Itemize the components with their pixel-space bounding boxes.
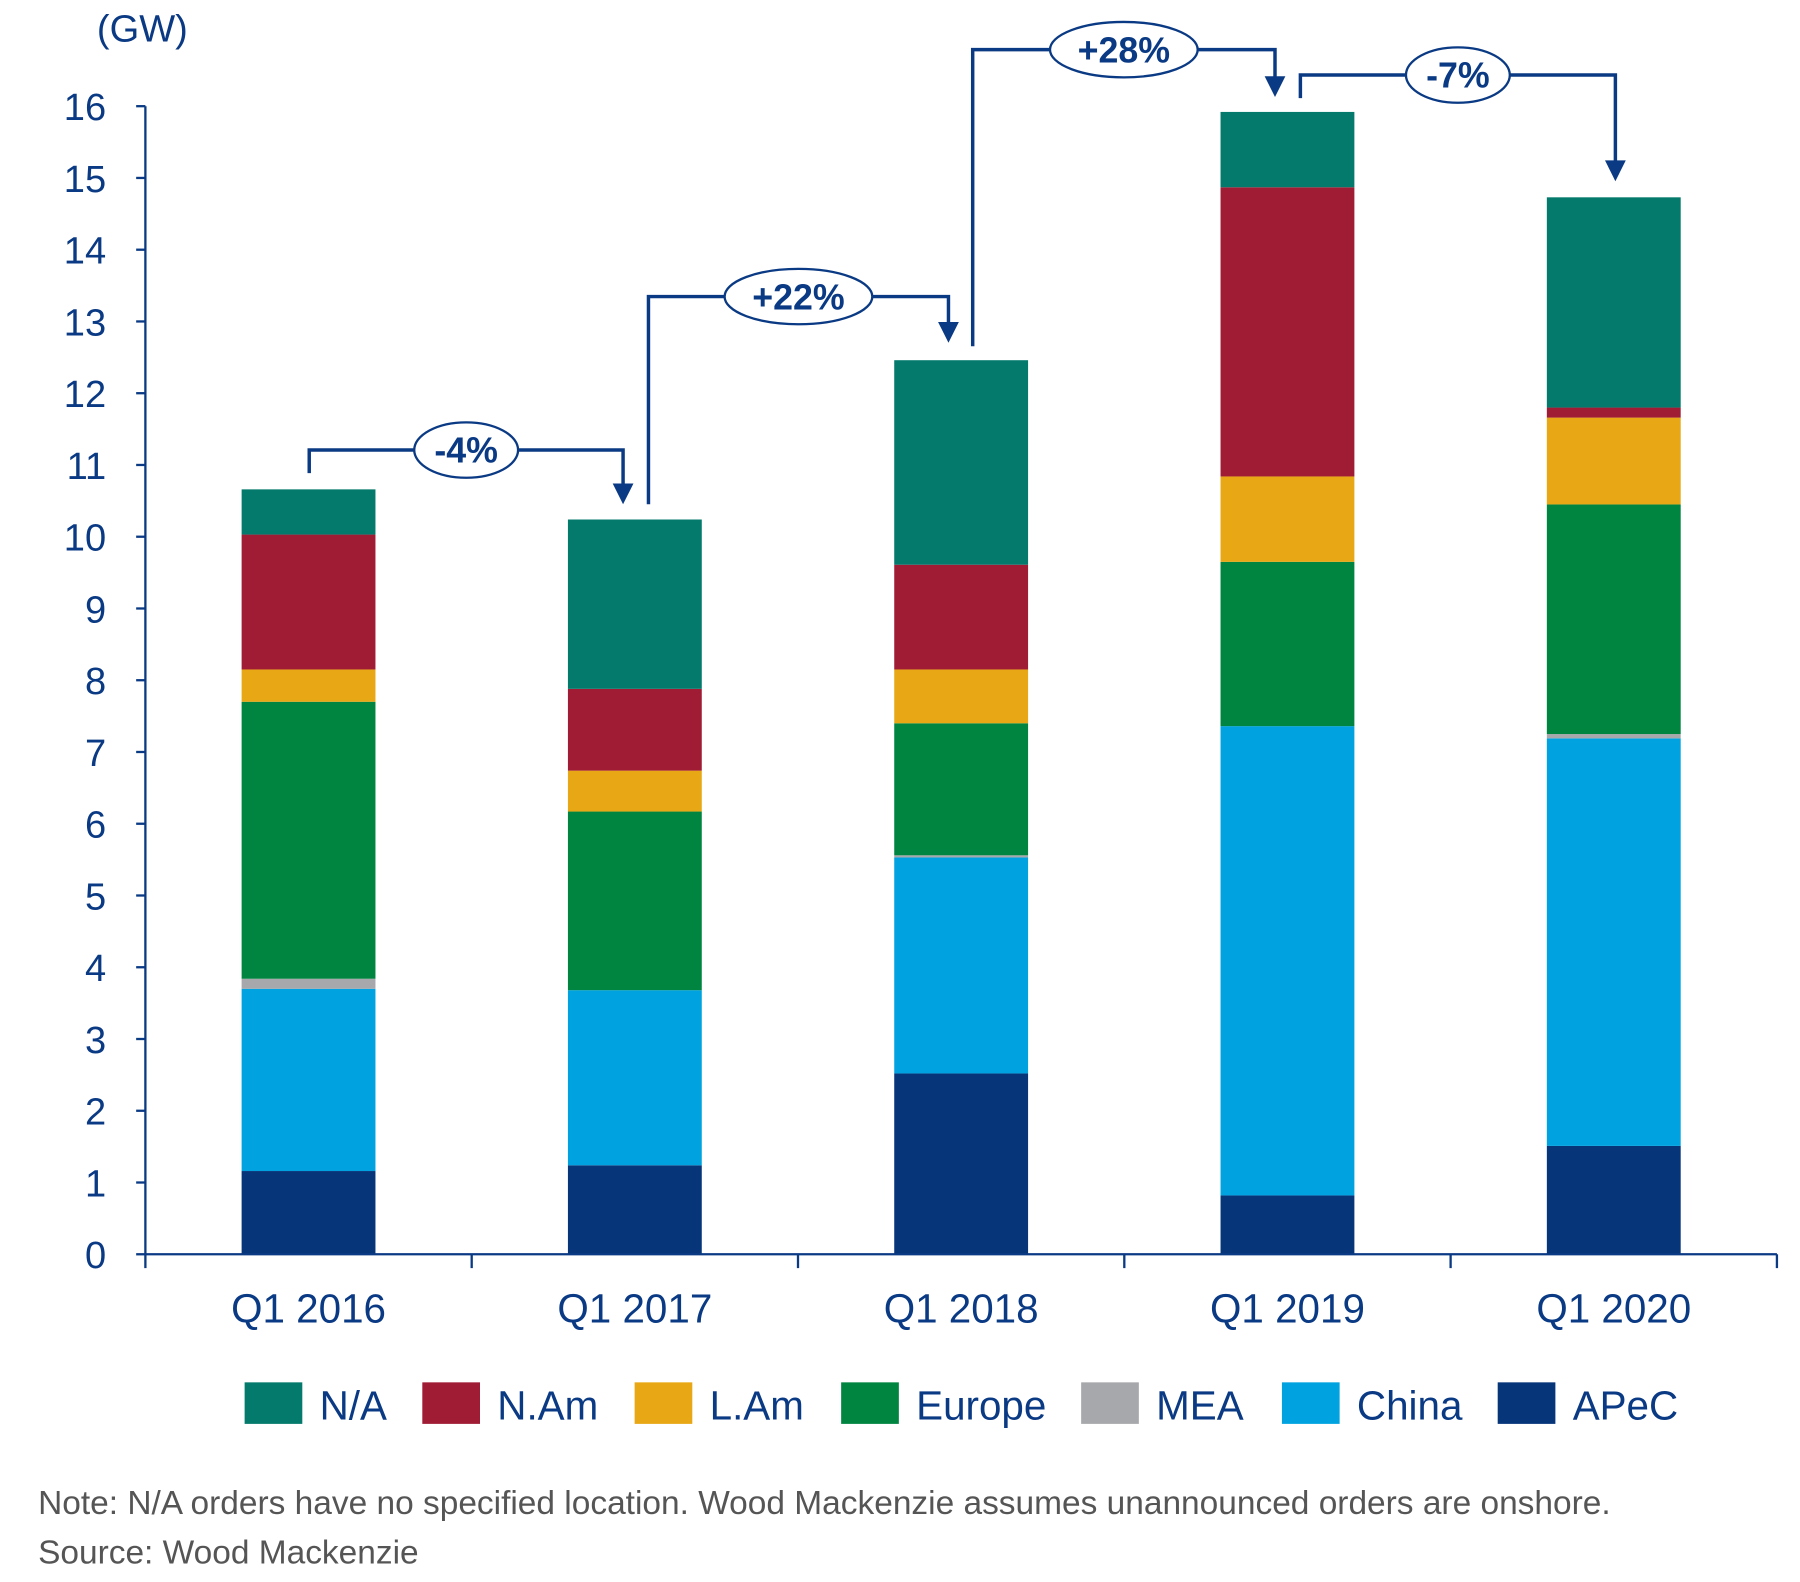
- y-unit-label: (GW): [97, 9, 188, 51]
- x-tick-label: Q1 2020: [1536, 1285, 1691, 1331]
- y-tick-label: 14: [64, 231, 106, 273]
- y-tick-label: 15: [64, 159, 106, 201]
- y-tick-label: 2: [85, 1092, 106, 1134]
- x-tick-label: Q1 2016: [231, 1285, 386, 1331]
- y-tick-label: 9: [85, 589, 106, 631]
- legend-label: MEA: [1156, 1382, 1244, 1428]
- bar-segment-apec-4: [1546, 1145, 1681, 1255]
- growth-annotations: -4% +22% +28% -7%: [307, 20, 1626, 505]
- bar-segment-china-3: [1220, 726, 1355, 1196]
- x-tick-label: Q1 2019: [1210, 1285, 1365, 1331]
- legend-label: L.Am: [710, 1382, 804, 1428]
- legend: N/A N.Am L.Am Europe MEA China APeC: [244, 1382, 1678, 1428]
- annotation-label: +28%: [1078, 30, 1170, 70]
- legend-label: China: [1357, 1382, 1463, 1428]
- annotation-bubble: [1048, 20, 1199, 79]
- arrow-down-icon: [1605, 160, 1626, 182]
- y-tick-label: 7: [85, 733, 106, 775]
- legend-swatch: [244, 1382, 303, 1424]
- legend-swatch: [1281, 1382, 1340, 1424]
- annotation-label: -4%: [434, 431, 498, 471]
- bar-segment-apec-1: [567, 1165, 702, 1255]
- bar-segment-europe-1: [567, 811, 702, 991]
- y-tick-label: 10: [64, 518, 106, 560]
- bar-segment-nam-0: [241, 534, 376, 670]
- y-tick-label: 8: [85, 661, 106, 703]
- bar-segment-na-1: [567, 519, 702, 689]
- bar-segment-apec-2: [894, 1073, 1029, 1255]
- bar-segment-china-1: [567, 990, 702, 1166]
- bar-segment-nam-1: [567, 688, 702, 771]
- legend-swatch: [1081, 1382, 1139, 1424]
- legend-label: N/A: [320, 1382, 387, 1428]
- bar-segment-apec-0: [241, 1171, 376, 1255]
- bar-segment-nam-2: [894, 564, 1029, 670]
- bar-segment-na-0: [241, 489, 376, 535]
- y-tick-label: 12: [64, 374, 106, 416]
- x-tick-label: Q1 2017: [557, 1285, 712, 1331]
- bar-segment-europe-2: [894, 723, 1029, 856]
- legend-swatch: [1497, 1382, 1556, 1424]
- bar-segment-europe-3: [1220, 561, 1355, 727]
- bars: [241, 111, 1681, 1255]
- bar-segment-nam-3: [1220, 187, 1355, 477]
- y-tick-label: 3: [85, 1020, 106, 1062]
- bar-segment-lam-2: [894, 669, 1029, 724]
- bar-segment-europe-4: [1546, 504, 1681, 735]
- y-tick-label: 0: [85, 1235, 106, 1277]
- bar-segment-china-2: [894, 857, 1029, 1074]
- y-tick-label: 1: [85, 1163, 106, 1205]
- legend-label: APeC: [1573, 1382, 1678, 1428]
- bar-segment-lam-0: [241, 669, 376, 702]
- y-tick-label: 16: [64, 87, 106, 129]
- footnote: Note: N/A orders have no specified locat…: [38, 1485, 1611, 1522]
- bar-segment-mea-0: [241, 978, 376, 989]
- annotation-label: +22%: [752, 277, 844, 317]
- y-tick-label: 6: [85, 805, 106, 847]
- legend-swatch: [634, 1382, 693, 1424]
- bar-segment-nam-4: [1546, 407, 1681, 418]
- annotation-bubble: [1404, 46, 1511, 104]
- arrow-down-icon: [938, 321, 959, 343]
- source-note: Source: Wood Mackenzie: [38, 1535, 419, 1572]
- bar-segment-apec-3: [1220, 1195, 1355, 1255]
- bar-segment-mea-2: [894, 855, 1029, 858]
- y-tick-label: 11: [67, 446, 107, 488]
- bar-segment-china-4: [1546, 738, 1681, 1146]
- bar-segment-lam-1: [567, 770, 702, 812]
- bar-segment-na-4: [1546, 197, 1681, 408]
- annotation-label: -7%: [1426, 56, 1490, 96]
- bar-segment-lam-4: [1546, 417, 1681, 505]
- y-tick-label: 4: [85, 948, 106, 990]
- annotation-bubble: [413, 421, 520, 479]
- legend-label: N.Am: [497, 1382, 598, 1428]
- bar-segment-na-2: [894, 360, 1029, 565]
- arrow-down-icon: [612, 483, 634, 505]
- y-tick-label: 13: [64, 302, 106, 344]
- bar-segment-china-0: [241, 988, 376, 1172]
- x-tick-label: Q1 2018: [884, 1285, 1039, 1331]
- arrow-down-icon: [1264, 76, 1286, 97]
- annotation-bubble: [723, 267, 874, 326]
- y-tick-label: 5: [85, 876, 106, 918]
- bar-segment-lam-3: [1220, 476, 1355, 562]
- legend-swatch: [841, 1382, 899, 1424]
- bar-segment-europe-0: [241, 701, 376, 979]
- bar-segment-na-3: [1220, 111, 1355, 188]
- legend-label: Europe: [916, 1382, 1046, 1428]
- bar-segment-mea-4: [1546, 734, 1681, 739]
- legend-swatch: [422, 1382, 480, 1424]
